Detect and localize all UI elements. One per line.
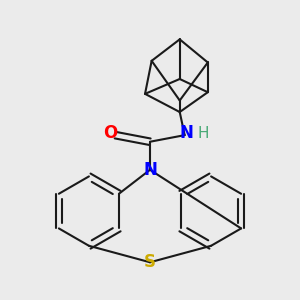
Text: H: H [197, 126, 208, 141]
Text: N: N [179, 124, 193, 142]
Text: S: S [144, 253, 156, 271]
Text: O: O [103, 124, 118, 142]
Text: N: N [143, 161, 157, 179]
